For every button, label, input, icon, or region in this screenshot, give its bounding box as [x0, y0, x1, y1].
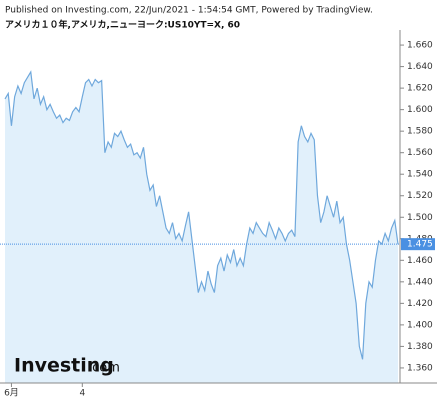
y-tick-label: 1.400 [407, 320, 433, 330]
x-tick-label: 6月 [4, 388, 19, 399]
y-tick-label: 1.380 [407, 342, 433, 352]
y-tick-label: 1.600 [407, 105, 433, 115]
y-tick-label: 1.540 [407, 170, 433, 180]
y-tick-label: 1.440 [407, 277, 433, 287]
y-tick-label: 1.520 [407, 191, 433, 201]
y-tick-label: 1.660 [407, 41, 433, 51]
publish-note: Published on Investing.com, 22/Jun/2021 … [5, 6, 373, 16]
y-tick-label: 1.580 [407, 127, 433, 137]
y-tick-label: 1.620 [407, 84, 433, 94]
area-fill [5, 71, 398, 383]
y-tick-label: 1.360 [407, 363, 433, 373]
y-tick-label: 1.460 [407, 256, 433, 266]
symbol-title: アメリカ１０年,アメリカ,ニューヨーク:US10YT=X, 60 [5, 19, 240, 31]
price-line [4, 70, 399, 360]
y-tick-label: 1.640 [407, 62, 433, 72]
y-tick-label: 1.420 [407, 299, 433, 309]
logo-name: Investing [14, 355, 114, 377]
plot-area [4, 70, 399, 383]
y-tick-label: 1.560 [407, 148, 433, 158]
logo-suffix: .com [88, 361, 120, 376]
y-tick-label: 1.500 [407, 213, 433, 223]
last-price-box [401, 238, 435, 251]
x-tick-label: 4 [79, 389, 85, 399]
last-price-label: 1.475 [407, 240, 433, 250]
